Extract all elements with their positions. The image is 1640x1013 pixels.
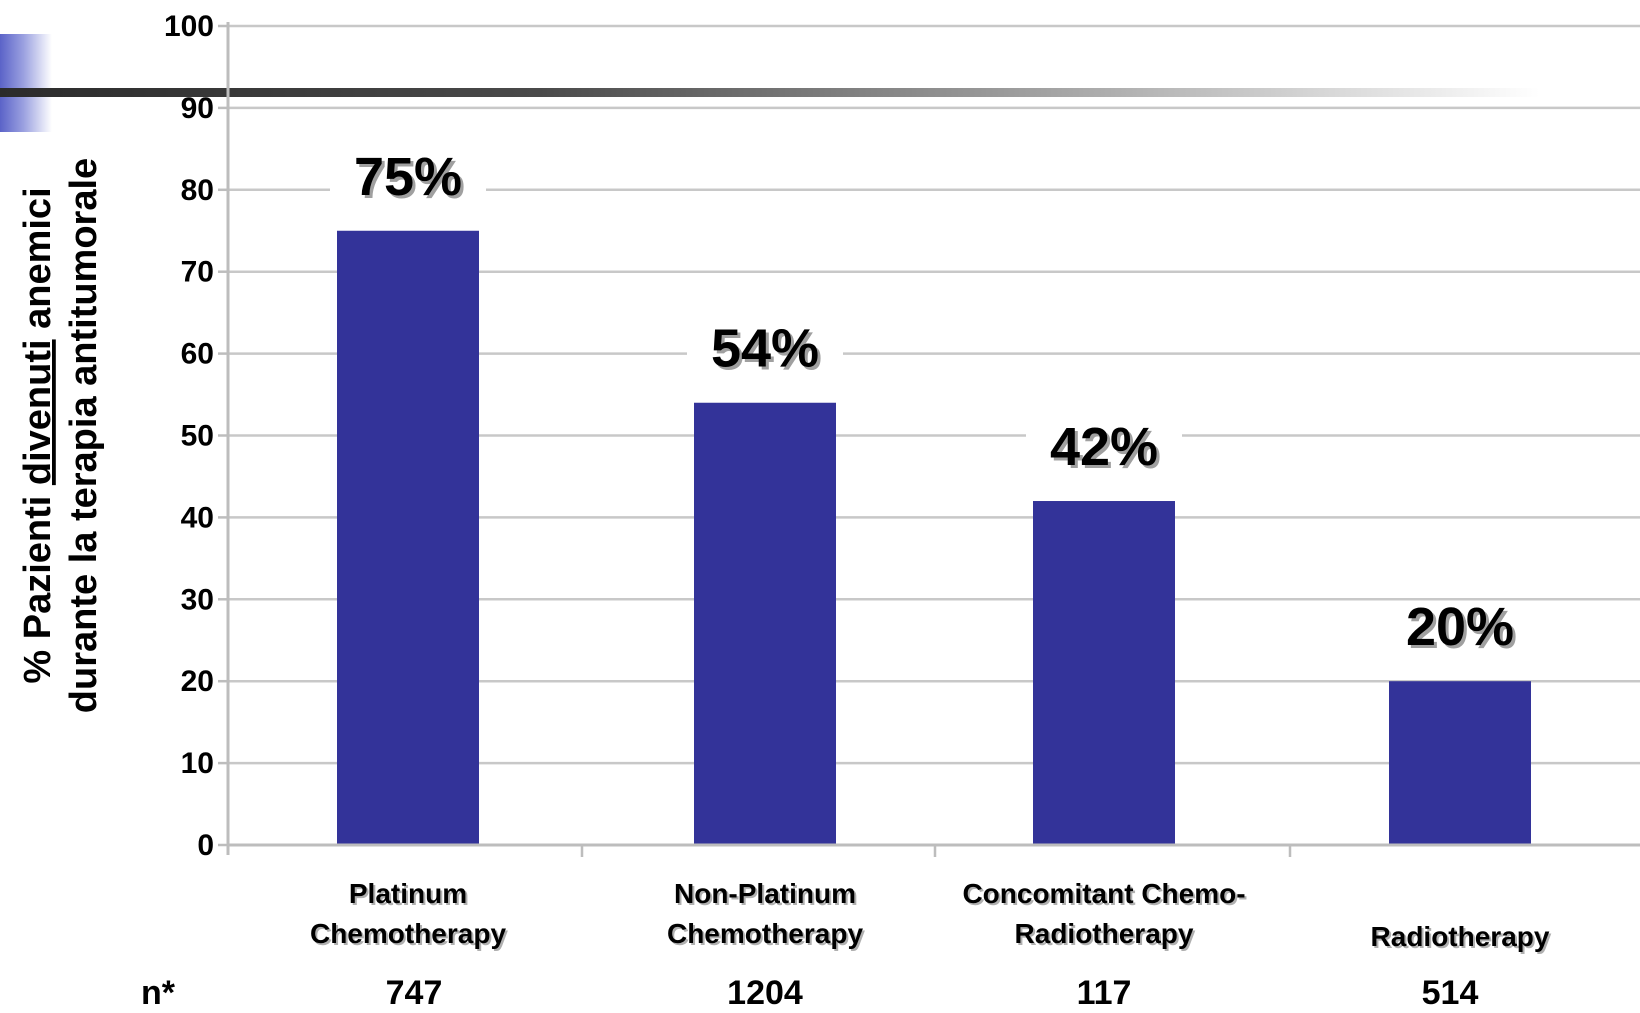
value-label-background [330,150,486,207]
n-value: 747 [386,974,443,1012]
category-label: Radiotherapy [1015,918,1194,949]
y-tick-label: 20 [181,665,214,698]
value-label: 20% [1406,597,1514,657]
y-tick-label: 80 [181,174,214,207]
value-label-shadow: 42% [1053,420,1161,480]
y-axis-title-line1: % Pazienti divenuti anemici [17,187,59,683]
value-label-shadow: 20% [1409,600,1517,660]
bars [337,230,1531,845]
value-label: 42% [1050,417,1158,477]
category-label: Radiotherapy [1371,921,1550,952]
axes [218,22,1640,857]
bar [694,402,836,845]
category-label-shadow: Platinum [351,880,469,911]
y-tick-label: 50 [181,420,214,453]
y-axis-title-line2: durante la terapia antitumorale [63,158,105,713]
value-label-background [1382,601,1538,658]
value-label-background [687,322,843,379]
category-label: Concomitant Chemo- [962,878,1245,909]
category-label: Chemotherapy [310,918,506,949]
y-tick-label: 70 [181,256,214,289]
y-tick-label: 30 [181,583,214,616]
n-value: 514 [1422,974,1479,1012]
y-tick-label: 60 [181,338,214,371]
value-label-shadow: 75% [357,150,465,210]
y-tick-label: 100 [164,10,214,43]
value-label: 54% [711,319,819,379]
y-axis-title: % Pazienti divenuti anemici durante la te… [17,158,105,713]
y-tick-label: 40 [181,501,214,534]
n-row-label: n* [141,974,176,1012]
n-value: 117 [1077,974,1132,1012]
category-label: Non-Platinum [674,878,856,909]
decorative-side-strip [0,34,52,132]
category-label-shadow: Radiotherapy [1373,923,1552,954]
bar [337,230,479,845]
decorative-rule-line [0,88,1540,97]
value-label: 75% [354,147,462,207]
category-label-shadow: Radiotherapy [1017,920,1196,951]
category-label: Platinum [349,878,467,909]
bar [1033,501,1175,845]
labels: 010203040506070809010075%75%54%54%42%42%… [141,10,1552,1012]
y-tick-label: 10 [181,747,214,780]
category-label-shadow: Chemotherapy [312,920,508,951]
category-label-shadow: Non-Platinum [676,880,858,911]
y-tick-label: 90 [181,92,214,125]
n-value: 1204 [727,974,803,1012]
category-label: Chemotherapy [667,918,863,949]
bar [1389,681,1531,845]
category-label-shadow: Chemotherapy [669,920,865,951]
value-label-shadow: 54% [714,322,822,382]
value-label-background [1026,421,1182,478]
y-tick-label: 0 [197,829,214,862]
category-label-shadow: Concomitant Chemo- [964,880,1247,911]
